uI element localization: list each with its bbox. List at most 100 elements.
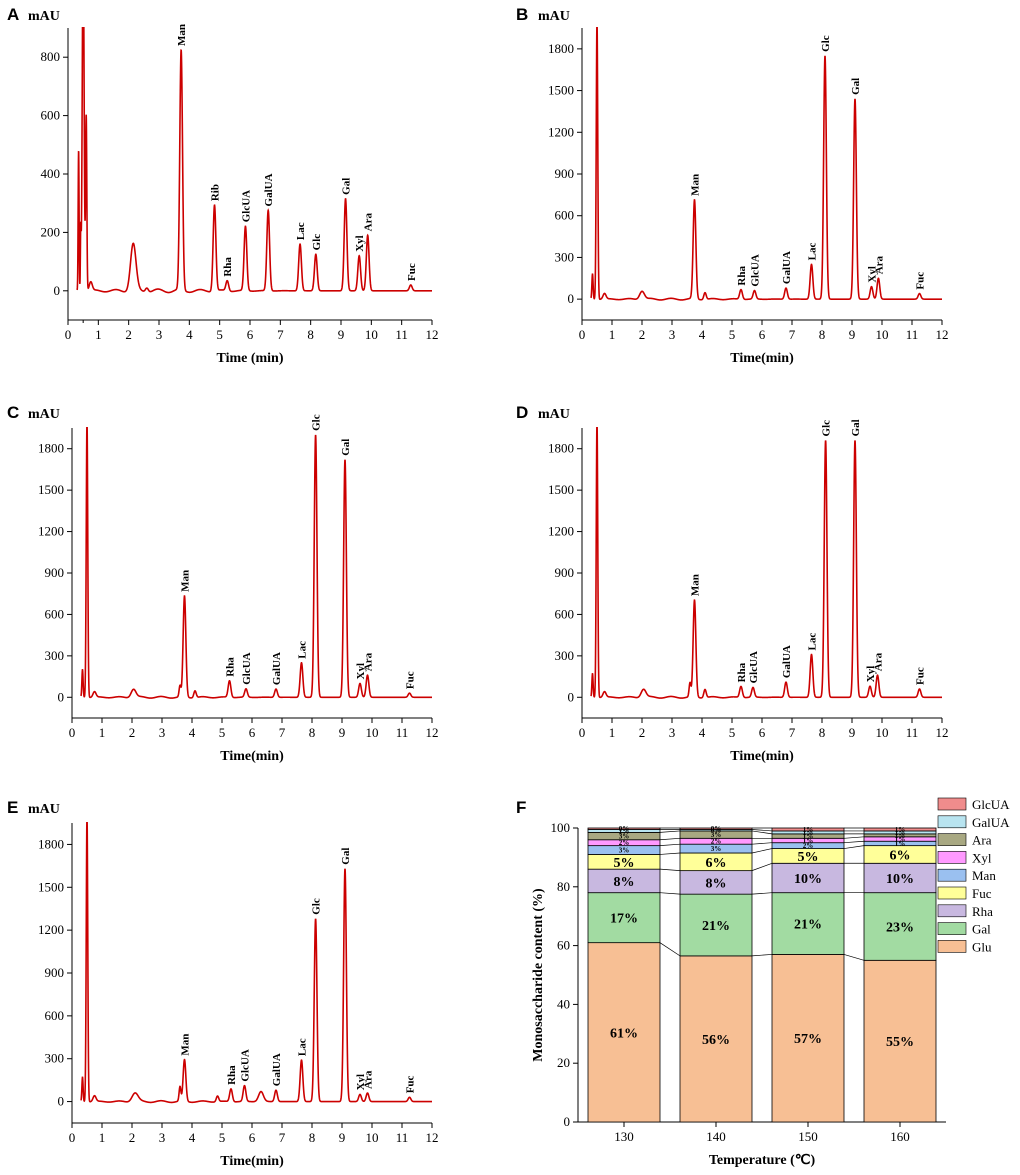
x-tick-label: 3 bbox=[156, 327, 163, 342]
data-label: 3% bbox=[711, 831, 722, 839]
data-label: 21% bbox=[794, 918, 822, 933]
chromatogram-line bbox=[76, 27, 432, 294]
x-tick-label: 12 bbox=[426, 327, 439, 342]
panel-letter: F bbox=[516, 798, 526, 817]
peak-label: Fuc bbox=[915, 667, 927, 685]
x-tick-label: 5 bbox=[219, 1130, 226, 1145]
x-tick-label: 1 bbox=[95, 327, 102, 342]
data-label: 2% bbox=[803, 842, 814, 850]
x-tick-label: 11 bbox=[396, 1130, 409, 1145]
y-tick-label: 100 bbox=[551, 820, 571, 835]
peak-label: Man bbox=[180, 570, 192, 592]
peak-label: Rha bbox=[736, 662, 748, 682]
y-tick-label: 900 bbox=[45, 565, 65, 580]
peak-label: Rha bbox=[226, 1065, 238, 1085]
y-tick-label: 1200 bbox=[548, 524, 574, 539]
data-label: 21% bbox=[702, 919, 730, 934]
segment-connector bbox=[659, 942, 681, 957]
peak-label: Man bbox=[180, 1034, 192, 1056]
legend-swatch bbox=[937, 886, 967, 900]
y-unit-label: mAU bbox=[538, 407, 570, 422]
peak-label: GlcUA bbox=[241, 652, 253, 684]
legend-swatch bbox=[937, 851, 967, 864]
y-axis-title: Monosaccharide content (%) bbox=[531, 888, 546, 1062]
segment-connector bbox=[751, 829, 773, 832]
y-tick-label: 1800 bbox=[548, 41, 574, 56]
y-tick-label: 600 bbox=[555, 606, 575, 621]
peak-label: GalUA bbox=[271, 1053, 283, 1086]
legend-swatch bbox=[937, 797, 967, 811]
data-label: 3% bbox=[711, 845, 722, 853]
y-tick-label: 0 bbox=[568, 689, 575, 704]
panel-letter: D bbox=[516, 403, 528, 422]
x-axis-title: Temperature (℃) bbox=[709, 1153, 816, 1168]
peak-label: GlcUA bbox=[750, 254, 762, 286]
x-tick-label: 10 bbox=[876, 725, 889, 740]
bar-segment-glcua bbox=[587, 827, 661, 830]
segment-connector bbox=[843, 840, 865, 844]
y-unit-label: mAU bbox=[28, 802, 60, 817]
x-tick-label: 8 bbox=[307, 327, 314, 342]
segment-connector bbox=[751, 848, 773, 854]
x-tick-label: 7 bbox=[789, 327, 796, 342]
segment-connector bbox=[659, 868, 681, 871]
x-tick-label: 2 bbox=[639, 327, 646, 342]
segment-connector bbox=[751, 862, 773, 871]
x-tick-label: 3 bbox=[159, 1130, 166, 1145]
data-label: 2% bbox=[711, 838, 722, 846]
panel-letter: C bbox=[7, 403, 19, 422]
peak-label: Glc bbox=[311, 234, 323, 251]
x-tick-label: 3 bbox=[669, 327, 676, 342]
legend-swatch bbox=[937, 868, 967, 882]
peak-label: Xyl bbox=[867, 266, 879, 283]
x-tick-label: 2 bbox=[639, 725, 646, 740]
y-unit-label: mAU bbox=[28, 9, 60, 24]
y-tick-label: 900 bbox=[45, 965, 65, 980]
y-tick-label: 900 bbox=[555, 565, 575, 580]
peak-label: GlcUA bbox=[240, 190, 252, 222]
data-label: 0% bbox=[711, 825, 722, 833]
legend-label: Fuc bbox=[972, 886, 992, 901]
segment-connector bbox=[659, 852, 681, 855]
peak-label: GlcUA bbox=[240, 1049, 252, 1081]
data-label: 1% bbox=[895, 836, 906, 844]
x-tick-label: 9 bbox=[338, 327, 345, 342]
data-label: 1% bbox=[803, 833, 814, 841]
bar-segment-gal bbox=[863, 892, 937, 961]
legend-label: Rha bbox=[972, 904, 993, 919]
x-tick-label: 0 bbox=[65, 327, 72, 342]
y-tick-label: 80 bbox=[557, 879, 570, 894]
data-label: 8% bbox=[706, 876, 727, 891]
y-tick-label: 300 bbox=[45, 648, 65, 663]
y-tick-label: 1800 bbox=[548, 441, 574, 456]
x-tick-label: 7 bbox=[277, 327, 284, 342]
peak-label: Lac bbox=[297, 641, 309, 659]
segment-connector bbox=[751, 954, 773, 957]
x-tick-label: 6 bbox=[247, 327, 254, 342]
data-label: 57% bbox=[794, 1032, 822, 1047]
y-tick-label: 0 bbox=[58, 689, 65, 704]
chromatogram-line bbox=[590, 27, 942, 301]
x-tick-label: 7 bbox=[789, 725, 796, 740]
panel-letter: A bbox=[7, 5, 19, 24]
y-tick-label: 0 bbox=[568, 291, 575, 306]
y-tick-label: 0 bbox=[564, 1114, 571, 1129]
peak-label: Lac bbox=[295, 222, 307, 240]
y-tick-label: 300 bbox=[555, 648, 575, 663]
legend-label: Xyl bbox=[972, 850, 992, 865]
peak-label: Glc bbox=[821, 420, 833, 437]
peak-label: Rha bbox=[225, 657, 237, 677]
x-tick-label: 10 bbox=[366, 1130, 379, 1145]
y-unit-label: mAU bbox=[538, 9, 570, 24]
x-tick-label: 1 bbox=[99, 1130, 106, 1145]
peak-label: Ara bbox=[363, 212, 375, 231]
peak-label: Man bbox=[690, 174, 702, 196]
legend-label: GlcUA bbox=[972, 797, 1010, 812]
x-tick-label: 9 bbox=[849, 725, 856, 740]
y-tick-label: 300 bbox=[555, 249, 575, 264]
peak-label: Fuc bbox=[406, 263, 418, 281]
data-label: 1% bbox=[803, 837, 814, 845]
legend-swatch bbox=[937, 922, 967, 935]
